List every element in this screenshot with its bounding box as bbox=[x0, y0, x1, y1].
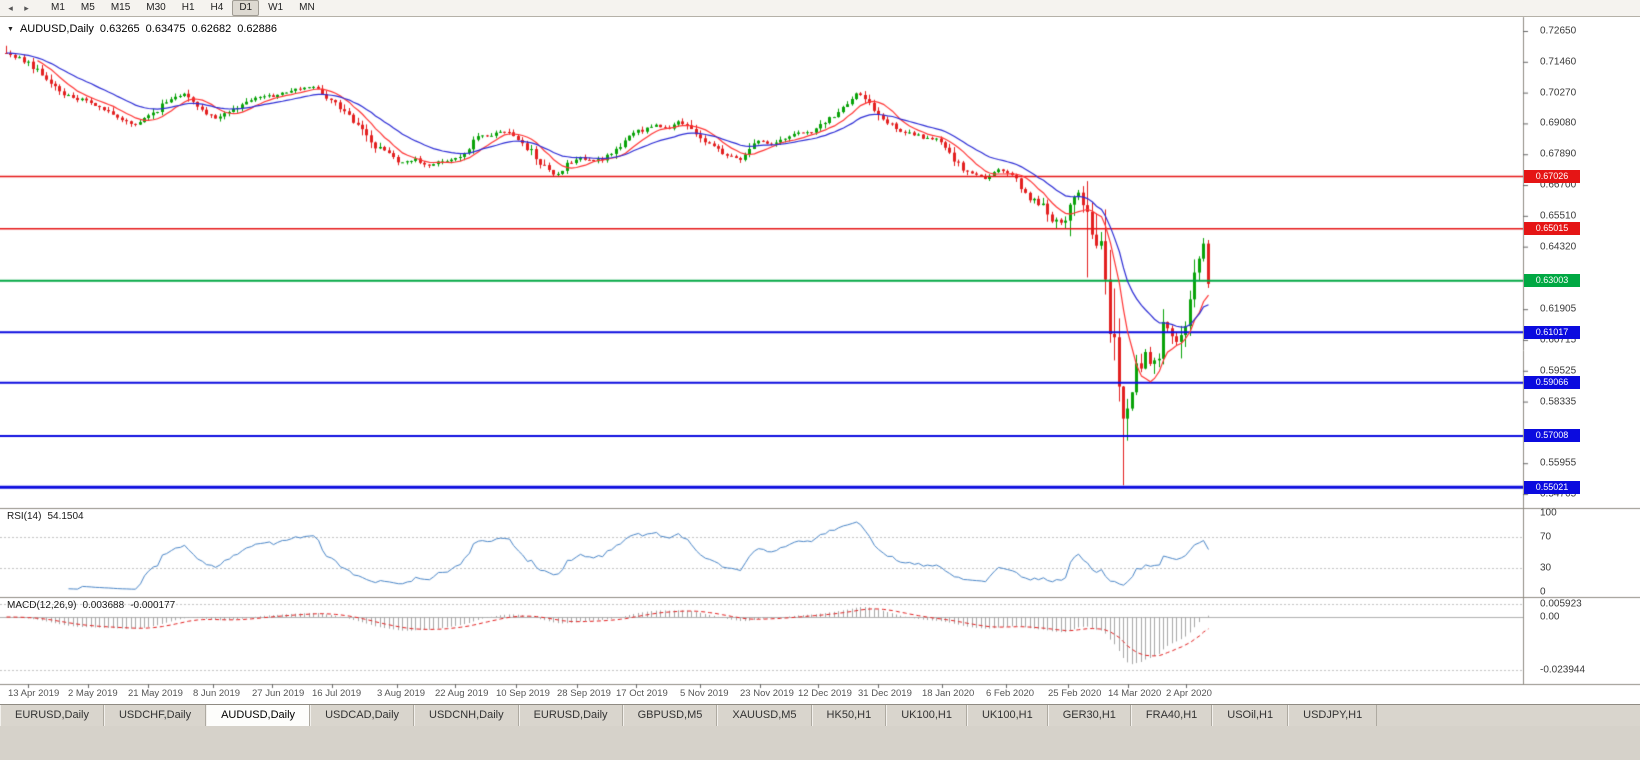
chart-scroll-left-icon[interactable]: ◂ bbox=[8, 3, 13, 13]
macd-signal-value: -0.000177 bbox=[130, 600, 176, 611]
price-level-tag[interactable]: 0.67026 bbox=[1524, 170, 1580, 184]
chart-tab-eurusd-daily[interactable]: EURUSD,Daily bbox=[0, 705, 104, 726]
price-level-tag[interactable]: 0.63003 bbox=[1524, 274, 1580, 288]
chart-tab-usdjpy-h1[interactable]: USDJPY,H1 bbox=[1288, 705, 1378, 726]
rsi-current-value: 54.1504 bbox=[47, 511, 84, 522]
rsi-name: RSI(14) bbox=[7, 511, 42, 522]
chart-tab-eurusd-daily[interactable]: EURUSD,Daily bbox=[518, 705, 623, 726]
chart-tab-uk100-h1[interactable]: UK100,H1 bbox=[966, 705, 1048, 726]
chart-tab-usdchf-daily[interactable]: USDCHF,Daily bbox=[103, 705, 207, 726]
chart-tab-gbpusd-m5[interactable]: GBPUSD,M5 bbox=[622, 705, 718, 726]
chart-title: ▼ AUDUSD,Daily 0.63265 0.63475 0.62682 0… bbox=[7, 23, 277, 35]
chart-shift-right-icon[interactable]: ▸ bbox=[24, 3, 29, 13]
timeframe-button-w1[interactable]: W1 bbox=[268, 2, 284, 13]
chart-tab-audusd-daily[interactable]: AUDUSD,Daily bbox=[206, 705, 311, 726]
chart-symbol-label: AUDUSD,Daily bbox=[19, 23, 94, 35]
chart-tab-usoil-h1[interactable]: USOil,H1 bbox=[1212, 705, 1289, 726]
timeframe-button-m15[interactable]: M15 bbox=[110, 2, 131, 13]
ohlc-low: 0.62682 bbox=[191, 23, 232, 35]
timeframe-toolbar: ◂ ▸ M1 M5 M15 M30 H1 H4 D1 W1 MN bbox=[0, 0, 1640, 17]
rsi-indicator-label: RSI(14) 54.1504 bbox=[7, 511, 84, 522]
chart-tab-ger30-h1[interactable]: GER30,H1 bbox=[1047, 705, 1131, 726]
chart-tab-usdcad-daily[interactable]: USDCAD,Daily bbox=[310, 705, 415, 726]
chart-tab-uk100-h1[interactable]: UK100,H1 bbox=[886, 705, 967, 726]
ohlc-high: 0.63475 bbox=[145, 23, 186, 35]
timeframe-button-d1[interactable]: D1 bbox=[232, 0, 260, 16]
timeframe-button-mn[interactable]: MN bbox=[299, 2, 315, 13]
price-level-tag[interactable]: 0.59066 bbox=[1524, 376, 1580, 390]
price-level-tag[interactable]: 0.65015 bbox=[1524, 222, 1580, 236]
chart-collapse-icon[interactable]: ▼ bbox=[7, 25, 14, 33]
chart-tab-bar: EURUSD,Daily USDCHF,Daily AUDUSD,Daily USDC… bbox=[0, 704, 1640, 726]
timeframe-button-m1[interactable]: M1 bbox=[51, 2, 65, 13]
timeframe-button-h4[interactable]: H4 bbox=[210, 2, 224, 13]
macd-indicator-label: MACD(12,26,9) 0.003688 -0.000177 bbox=[7, 600, 175, 611]
macd-name: MACD(12,26,9) bbox=[7, 600, 77, 611]
window-bottom-filler bbox=[0, 726, 1640, 760]
chart-tab-fra40-h1[interactable]: FRA40,H1 bbox=[1130, 705, 1213, 726]
chart-tab-usdcnh-daily[interactable]: USDCNH,Daily bbox=[414, 705, 519, 726]
timeframe-button-h1[interactable]: H1 bbox=[181, 2, 195, 13]
timeframe-button-m30[interactable]: M30 bbox=[146, 2, 166, 13]
timeframe-button-m5[interactable]: M5 bbox=[80, 2, 95, 13]
price-level-tag[interactable]: 0.57008 bbox=[1524, 429, 1580, 443]
chart-tab-hk50-h1[interactable]: HK50,H1 bbox=[811, 705, 887, 726]
ohlc-open: 0.63265 bbox=[99, 23, 140, 35]
price-level-tag[interactable]: 0.61017 bbox=[1524, 325, 1580, 339]
ohlc-close: 0.62886 bbox=[237, 23, 277, 35]
timeframe-button-group: M1 M5 M15 M30 H1 H4 D1 W1 MN bbox=[44, 0, 322, 16]
macd-main-value: 0.003688 bbox=[82, 600, 125, 611]
price-level-tag[interactable]: 0.55021 bbox=[1524, 480, 1580, 494]
chart-tab-xauusd-m5[interactable]: XAUUSD,M5 bbox=[717, 705, 812, 726]
